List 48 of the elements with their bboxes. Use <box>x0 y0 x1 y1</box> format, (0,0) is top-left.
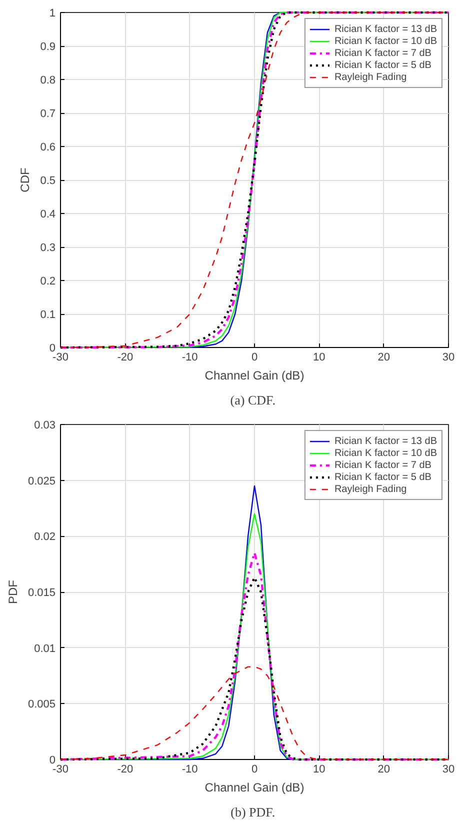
y-axis-title: PDF <box>6 580 20 604</box>
y-tick-label: 0.5 <box>40 175 56 187</box>
x-tick-label: -30 <box>52 764 68 776</box>
text: (b) PDF. <box>230 804 276 820</box>
x-tick-label: -20 <box>117 764 134 776</box>
legend-label: Rayleigh Fading <box>334 483 407 495</box>
legend-label: Rician K factor = 5 dB <box>334 471 432 483</box>
y-tick-label: 0.3 <box>40 242 56 254</box>
y-tick-label: 0.03 <box>34 420 56 432</box>
x-tick-label: -20 <box>117 352 134 364</box>
legend-label: Rician K factor = 13 dB <box>334 23 437 35</box>
x-axis-title: Channel Gain (dB) <box>204 780 304 794</box>
x-tick-label: 20 <box>378 764 390 776</box>
y-tick-label: 0.005 <box>28 698 56 711</box>
y-axis-title: CDF <box>18 168 32 192</box>
y-tick-label: 0.1 <box>40 309 56 321</box>
x-axis-title: Channel Gain (dB) <box>204 368 304 382</box>
x-tick-label: -10 <box>182 352 198 364</box>
y-tick-label: 0 <box>49 342 56 354</box>
legend-label: Rayleigh Fading <box>334 71 407 83</box>
y-tick-label: 0.01 <box>34 642 56 655</box>
x-tick-label: 30 <box>442 764 455 776</box>
y-tick-label: 0.7 <box>40 108 56 120</box>
x-tick-label: 30 <box>442 352 455 364</box>
x-tick-label: 10 <box>313 764 326 776</box>
text: (a) CDF. <box>230 392 276 408</box>
legend-label: Rician K factor = 5 dB <box>334 59 432 71</box>
x-tick-label: 10 <box>313 352 326 364</box>
x-tick-label: 0 <box>251 352 258 364</box>
legend-label: Rician K factor = 10 dB <box>334 447 437 459</box>
x-tick-label: -10 <box>182 764 198 776</box>
y-tick-label: 0.02 <box>34 531 56 544</box>
y-tick-label: 0.015 <box>28 587 56 599</box>
x-tick-label: 20 <box>378 352 390 364</box>
y-tick-label: 0.9 <box>40 41 56 53</box>
legend-label: Rician K factor = 10 dB <box>334 35 437 47</box>
y-tick-label: 0.2 <box>40 276 56 288</box>
y-tick-label: 1 <box>49 8 56 20</box>
legend-label: Rician K factor = 13 dB <box>334 435 437 447</box>
y-tick-label: 0.025 <box>28 475 56 488</box>
x-tick-label: 0 <box>251 764 258 776</box>
legend-label: Rician K factor = 7 dB <box>334 459 432 471</box>
legend-label: Rician K factor = 7 dB <box>334 47 432 59</box>
y-tick-label: 0 <box>49 754 56 766</box>
y-tick-label: 0.6 <box>40 142 56 154</box>
y-tick-label: 0.4 <box>40 208 56 220</box>
x-tick-label: -30 <box>52 352 68 364</box>
y-tick-label: 0.8 <box>40 74 56 86</box>
